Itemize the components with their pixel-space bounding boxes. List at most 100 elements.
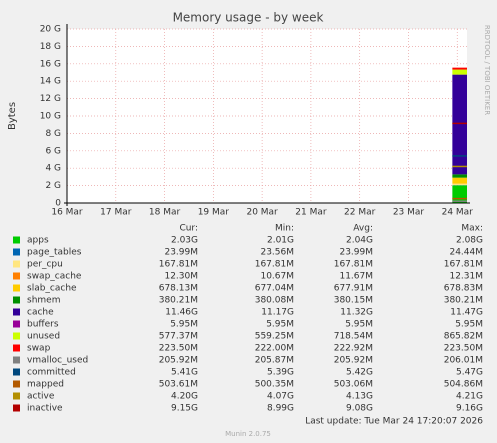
chart-title: Memory usage - by week [173, 11, 324, 25]
legend-stat: 12.30M [164, 272, 198, 282]
area [452, 74, 467, 175]
y-tick-label: 6 G [45, 146, 61, 156]
y-tick-label: 12 G [40, 94, 61, 104]
legend-swatch [13, 272, 20, 280]
legend-label: vmalloc_used [27, 356, 88, 366]
legend-stat: 380.08M [255, 296, 294, 306]
legend-stat: 4.07G [267, 392, 294, 402]
last-update: Last update: Tue Mar 24 17:20:07 2026 [305, 417, 483, 427]
x-tick-label: 16 Mar [51, 208, 83, 218]
x-tick-label: 20 Mar [246, 208, 278, 218]
legend-stat: 5.95M [345, 320, 373, 330]
legend-stat: 500.35M [255, 380, 294, 390]
legend-swatch [13, 344, 20, 352]
legend-stat: 677.91M [334, 284, 373, 294]
x-tick-label: 24 Mar [442, 208, 474, 218]
legend-label: inactive [27, 404, 63, 414]
y-tick-label: 16 G [40, 59, 61, 69]
legend-swatch [13, 392, 20, 400]
legend-swatch [13, 260, 20, 268]
column-header: Min: [275, 224, 294, 234]
area [452, 174, 467, 178]
legend-stat: 12.31M [449, 272, 483, 282]
y-tick-label: 8 G [45, 129, 61, 139]
legend-stat: 222.00M [255, 344, 294, 354]
y-axis-label: Bytes [7, 102, 18, 130]
legend-label: swap [27, 344, 51, 354]
legend-swatch [13, 236, 20, 244]
x-tick-label: 21 Mar [295, 208, 327, 218]
legend-stat: 677.04M [255, 284, 294, 294]
legend-swatch [13, 368, 20, 376]
x-tick-label: 22 Mar [344, 208, 376, 218]
legend-stat: 5.39G [267, 368, 294, 378]
legend-stat: 678.13M [159, 284, 198, 294]
legend-swatch [13, 308, 20, 316]
y-tick-label: 14 G [40, 77, 61, 87]
legend-label: unused [27, 332, 60, 342]
area [452, 185, 467, 203]
legend-stat: 2.03G [171, 236, 198, 246]
footer: Munin 2.0.75 [225, 430, 271, 438]
y-tick-label: 20 G [40, 25, 61, 35]
y-tick-label: 0 [55, 199, 61, 209]
legend-swatch [13, 332, 20, 340]
legend-stat: 718.54M [334, 332, 373, 342]
legend-stat: 559.25M [255, 332, 294, 342]
legend-stat: 23.99M [164, 248, 198, 258]
legend-label: slab_cache [27, 284, 77, 294]
legend-stat: 167.81M [334, 260, 373, 270]
legend-stat: 577.37M [159, 332, 198, 342]
column-header: Avg: [353, 224, 373, 234]
legend-stat: 205.92M [334, 356, 373, 366]
legend-swatch [13, 380, 20, 388]
legend-stat: 9.16G [456, 404, 483, 414]
legend-label: shmem [27, 296, 60, 306]
legend-stat: 11.46G [165, 308, 198, 318]
legend-label: apps [27, 236, 49, 246]
side-label: RRDTOOL / TOBI OETIKER [483, 25, 491, 115]
legend-label: buffers [27, 320, 59, 330]
legend-stat: 2.01G [267, 236, 294, 246]
legend-label: mapped [27, 380, 64, 390]
legend-stat: 167.81M [255, 260, 294, 270]
legend-stat: 206.01M [444, 356, 483, 366]
legend-stat: 24.44M [449, 248, 483, 258]
y-tick-label: 18 G [40, 42, 61, 52]
legend-label: active [27, 392, 55, 402]
legend-stat: 5.95M [170, 320, 198, 330]
legend-stat: 223.50M [444, 344, 483, 354]
x-tick-label: 23 Mar [393, 208, 425, 218]
legend-stat: 23.99M [339, 248, 373, 258]
column-header: Cur: [179, 224, 198, 234]
column-header: Max: [461, 224, 483, 234]
area [452, 69, 467, 75]
legend-label: swap_cache [27, 272, 82, 282]
legend-stat: 11.47G [450, 308, 483, 318]
legend-stat: 223.50M [159, 344, 198, 354]
legend-swatch [13, 284, 20, 292]
x-tick-label: 19 Mar [198, 208, 230, 218]
legend-stat: 10.67M [260, 272, 294, 282]
legend-stat: 5.95M [455, 320, 483, 330]
x-tick-label: 17 Mar [100, 208, 132, 218]
legend-stat: 380.21M [159, 296, 198, 306]
legend-stat: 8.99G [267, 404, 294, 414]
legend-stat: 9.08G [346, 404, 373, 414]
y-tick-label: 4 G [45, 164, 61, 174]
legend-stat: 11.32G [340, 308, 373, 318]
legend-stat: 205.92M [159, 356, 198, 366]
area [452, 177, 467, 184]
y-tick-label: 10 G [40, 112, 61, 122]
legend-stat: 504.86M [444, 380, 483, 390]
area [452, 183, 467, 186]
legend-stat: 23.56M [260, 248, 294, 258]
legend-label: committed [27, 368, 76, 378]
legend-swatch [13, 248, 20, 256]
legend-stat: 380.21M [444, 296, 483, 306]
legend-stat: 167.81M [444, 260, 483, 270]
legend-swatch [13, 296, 20, 304]
legend-swatch [13, 320, 20, 328]
x-tick-label: 18 Mar [149, 208, 181, 218]
